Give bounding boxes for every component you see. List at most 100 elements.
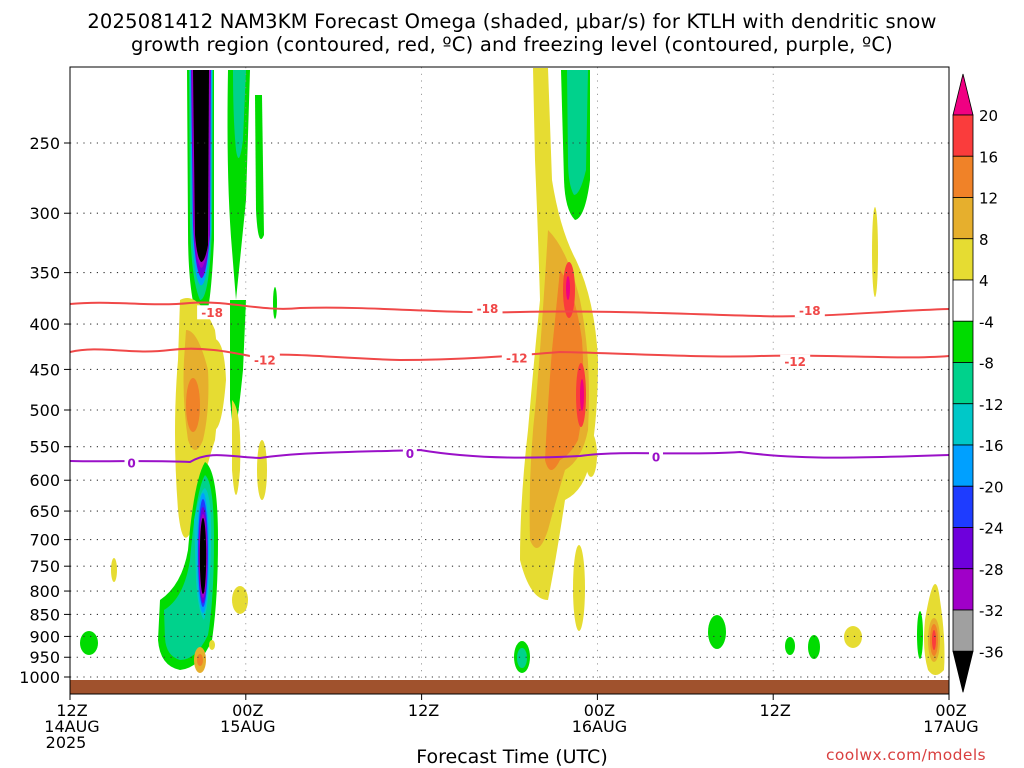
dgz-contour-minus-18	[70, 301, 949, 318]
omega-cell	[808, 635, 820, 659]
colorbar-segment	[952, 114, 974, 157]
omega-cell	[517, 648, 527, 668]
colorbar-segment	[952, 320, 974, 363]
omega-cell	[785, 637, 795, 655]
freezing-contour-label-bg	[402, 446, 417, 461]
omega-cell	[255, 95, 264, 240]
dgz-contour-label-bg	[249, 352, 280, 367]
colorbar-segment	[952, 403, 974, 446]
y-tick-label: 800	[29, 582, 60, 601]
colorbar-label: 16	[979, 148, 998, 166]
colorbar-segment	[952, 609, 974, 652]
y-tick-label: 650	[29, 502, 60, 521]
x-tick-label: 00Z	[232, 701, 263, 720]
colorbar-label: -8	[979, 355, 994, 373]
y-tick-label: 250	[29, 134, 60, 153]
freezing-contour-label: 0	[127, 457, 135, 471]
omega-cell	[227, 70, 250, 300]
dgz-contour-label-bg	[501, 351, 532, 366]
x-tick-label: 17AUG	[923, 717, 978, 736]
contour-lines: -18 -18 -18 -12 -12 -12 0 0 0	[70, 301, 949, 471]
omega-cell	[257, 440, 267, 500]
omega-cell	[545, 270, 584, 470]
colorbar-segment	[952, 362, 974, 405]
x-tick-label: 12Z	[760, 701, 791, 720]
site-credit: coolwx.com/models	[826, 746, 987, 764]
freezing-contour-label: 0	[652, 451, 660, 465]
omega-cell	[917, 611, 923, 659]
omega-shading	[80, 68, 945, 675]
omega-cell	[273, 287, 277, 319]
x-axis-title: Forecast Time (UTC)	[416, 746, 608, 768]
y-tick-label: 600	[29, 471, 60, 490]
omega-cell	[193, 70, 209, 262]
freezing-level-contour	[70, 448, 949, 464]
omega-cell	[197, 654, 203, 666]
omega-cell	[580, 379, 584, 411]
colorbar: 20 16 12 8 4 -4 -8 -12 -16 -20 -24 -28 -32 -36	[952, 73, 1004, 693]
ground-strip	[70, 680, 949, 694]
dgz-contour-label-bg	[794, 303, 825, 318]
freezing-contour-label-bg	[649, 450, 663, 465]
colorbar-label: -16	[979, 437, 1004, 455]
colorbar-label: -32	[979, 602, 1004, 620]
colorbar-segment	[952, 568, 974, 611]
y-tick-label: 700	[29, 531, 60, 550]
dgz-contour-label: -12	[506, 352, 528, 366]
colorbar-segment	[952, 197, 974, 240]
colorbar-bottom-arrow	[952, 650, 974, 693]
dgz-contour-label: -18	[477, 302, 499, 316]
y-tick-label: 350	[29, 264, 60, 283]
colorbar-label: 20	[979, 107, 998, 125]
y-tick-label: 850	[29, 605, 60, 624]
omega-cell	[209, 640, 215, 650]
colorbar-segment	[952, 444, 974, 487]
colorbar-label: 8	[979, 231, 989, 249]
omega-cell	[186, 378, 200, 432]
y-tick-label: 550	[29, 438, 60, 457]
chart-title-line-2: growth region (contoured, red, ºC) and f…	[131, 33, 893, 56]
omega-cell	[844, 626, 862, 648]
x-tick-label: 00Z	[584, 701, 615, 720]
omega-cell	[872, 207, 878, 297]
x-tick-label: 15AUG	[220, 717, 275, 736]
omega-cell	[932, 630, 936, 650]
colorbar-label: -28	[979, 561, 1004, 579]
dgz-contour-label-bg	[780, 354, 811, 369]
colorbar-top-arrow	[952, 73, 974, 116]
dgz-contour-label-bg	[197, 305, 228, 320]
colorbar-label: -4	[979, 313, 994, 331]
omega-cell	[232, 400, 241, 495]
omega-cell	[708, 615, 726, 649]
y-tick-label: 300	[29, 204, 60, 223]
omega-cell	[80, 631, 98, 655]
x-tick-label: 2025	[46, 733, 87, 752]
omega-cell	[199, 518, 207, 594]
omega-cell	[233, 70, 246, 158]
colorbar-label: -12	[979, 396, 1004, 414]
plot-frame	[69, 66, 950, 695]
y-axis: 250 300 350 400 450 500 550 600 650 700 750 800 850 9…	[19, 134, 70, 687]
y-tick-label: 900	[29, 627, 60, 646]
dgz-contour-label: -12	[784, 355, 806, 369]
y-tick-label: 750	[29, 557, 60, 576]
x-tick-label: 12Z	[56, 701, 87, 720]
colorbar-segment	[952, 155, 974, 198]
colorbar-segment	[952, 238, 974, 281]
dgz-contour-label: -18	[799, 304, 821, 318]
dgz-contour-label-bg	[472, 301, 503, 316]
y-tick-label: 450	[29, 360, 60, 379]
freezing-contour-label: 0	[406, 447, 414, 461]
y-tick-label: 500	[29, 401, 60, 420]
omega-cell	[567, 70, 588, 195]
dgz-contour-label: -18	[201, 306, 223, 320]
colorbar-label: 4	[979, 272, 989, 290]
x-tick-label: 12Z	[408, 701, 439, 720]
freezing-contour-label-bg	[124, 456, 139, 471]
omega-cell	[111, 558, 117, 582]
colorbar-segment	[952, 527, 974, 570]
colorbar-label: -24	[979, 520, 1004, 538]
omega-cell	[232, 586, 248, 614]
